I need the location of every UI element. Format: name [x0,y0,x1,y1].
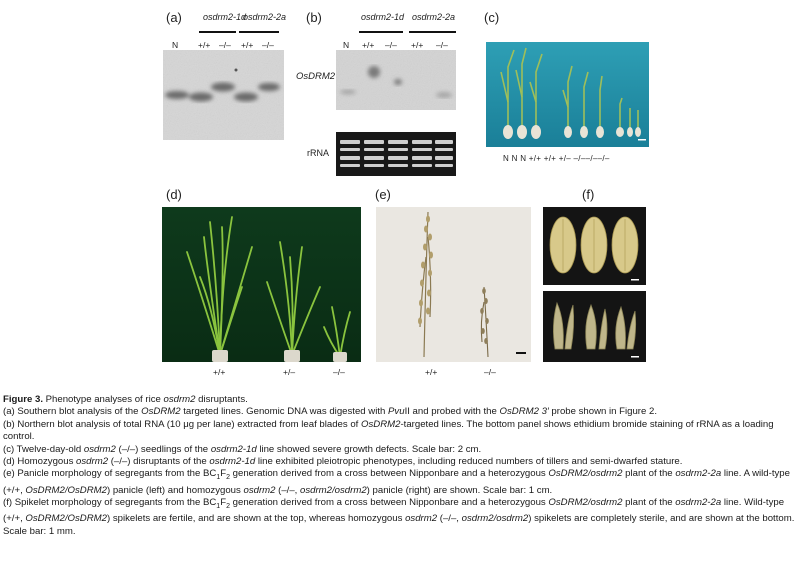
caption-title: Figure 3. Phenotype analyses of rice osd… [3,394,248,405]
caption-f: (f) Spikelet morphology of segregants fr… [3,497,795,537]
panel-b-line2-bar [409,31,456,33]
panel-c-seedlings-photo [486,42,649,147]
panel-d-genotype-2: +/– [283,367,296,377]
panel-b-line1-label: osdrm2-1d [361,12,405,22]
panel-a-line1-label: osdrm2-1d [203,12,247,22]
panel-d-genotype-3: –/– [333,367,345,377]
panel-f-sterile-spikelets-photo [543,291,646,362]
caption-b: (b) Northern blot analysis of total RNA … [3,418,774,443]
panel-a-label: (a) [166,10,182,25]
panel-b-line1-bar [359,31,403,33]
panel-c-label: (c) [484,10,500,25]
panel-a-lane-3: –/– [219,40,231,50]
panel-b-probe-label: OsDRM2 [296,71,336,82]
panel-b-line2-label: osdrm2-2a [412,12,456,22]
panel-b-loading-label: rRNA [307,148,329,158]
panel-b-lane-4: +/+ [411,40,424,50]
panel-a-lane-4: +/+ [241,40,254,50]
panel-c-seedling-labels: N N N +/+ +/+ +/– –/––/––/– [503,154,610,163]
panel-e-genotype-1: +/+ [425,367,438,377]
panel-a-lane-1: N [172,40,179,50]
panel-a-lane-2: +/+ [198,40,211,50]
panel-b-rrna-gel [336,132,456,176]
panel-a-line2-label: osdrm2-2a [243,12,287,22]
panel-d-genotype-1: +/+ [213,367,226,377]
panel-f-fertile-spikelets-photo [543,207,646,285]
panel-a-line1-bar [199,31,236,33]
panel-e-label: (e) [375,187,391,202]
panel-b-lane-3: –/– [385,40,397,50]
panel-b-northern-blot [336,50,456,110]
panel-a-southern-blot [163,50,284,140]
figure-caption: Figure 3. Phenotype analyses of rice osd… [3,394,806,538]
caption-a: (a) Southern blot analysis of the OsDRM2… [3,406,658,418]
caption-e: (e) Panicle morphology of segregants fro… [3,468,790,496]
panel-a-lane-5: –/– [262,40,274,50]
caption-d: (d) Homozygous osdrm2 (–/–) disruptants … [3,456,683,468]
panel-b-lane-2: +/+ [362,40,375,50]
panel-b-lane-5: –/– [436,40,448,50]
caption-c: (c) Twelve-day-old osdrm2 (–/–) seedling… [3,443,482,455]
panel-b-lane-1: N [343,40,350,50]
panel-b-label: (b) [306,10,322,25]
panel-e-genotype-2: –/– [484,367,496,377]
panel-f-label: (f) [582,187,595,202]
panel-e-panicles-photo [376,207,531,362]
panel-d-label: (d) [166,187,182,202]
panel-d-plants-photo [162,207,361,362]
panel-a-line2-bar [239,31,279,33]
